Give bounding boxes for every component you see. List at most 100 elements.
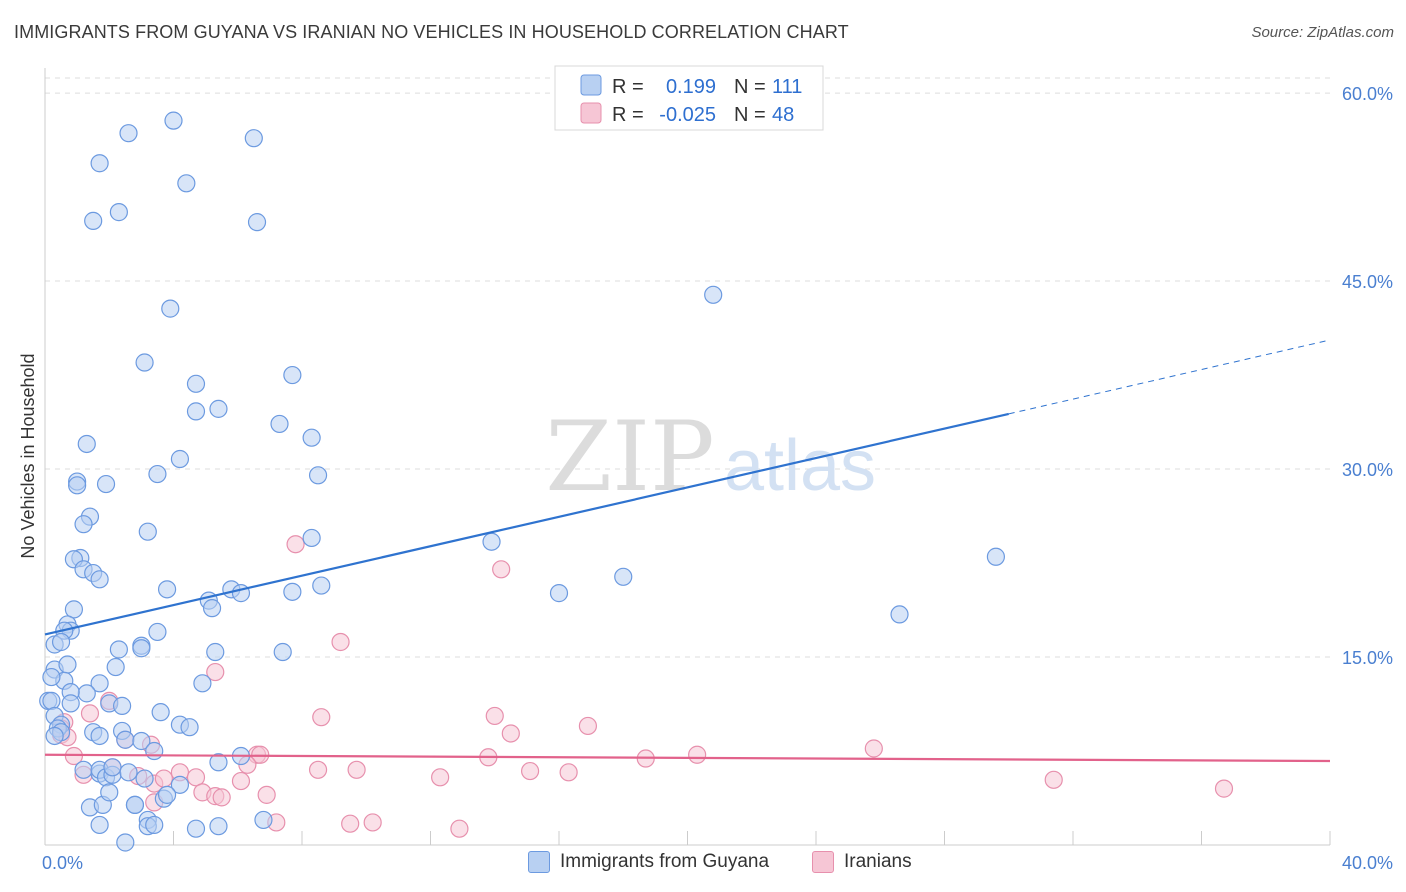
guyana-point — [119, 124, 138, 143]
guyana-point — [138, 522, 157, 541]
iranians-point — [492, 560, 511, 579]
y-tick-label: 45.0% — [1342, 272, 1393, 292]
guyana-point — [180, 718, 199, 737]
legend-label-guyana: Immigrants from Guyana — [560, 851, 770, 872]
legend-swatch-guyana-bottom — [528, 851, 550, 873]
guyana-point — [145, 741, 164, 761]
guyana-point — [186, 402, 206, 421]
chart-title: IMMIGRANTS FROM GUYANA VS IRANIAN NO VEH… — [14, 22, 849, 42]
guyana-point — [244, 129, 263, 148]
guyana-point — [193, 674, 212, 693]
guyana-point — [77, 684, 96, 703]
legend-n-value-iranians: 48 — [772, 104, 794, 126]
guyana-point — [116, 730, 135, 749]
grid-lines — [45, 77, 1330, 658]
legend-n-label-iranians: N = — [734, 104, 766, 126]
guyana-point — [132, 731, 151, 751]
legend-r-label-guyana: R = — [612, 76, 644, 98]
guyana-point — [148, 464, 167, 484]
iranians-trend-line — [44, 753, 1331, 763]
guyana-point — [106, 657, 125, 677]
legend-n-value-guyana: 111 — [772, 76, 802, 98]
guyana-point — [58, 655, 77, 674]
iranians-point — [331, 632, 350, 652]
guyana-point — [77, 434, 96, 454]
guyana-point — [61, 694, 80, 713]
iranians-point — [212, 788, 231, 807]
guyana-point — [209, 399, 228, 418]
iranians-point — [80, 704, 100, 723]
legend-r-value-iranians: -0.025 — [659, 104, 716, 126]
guyana-point — [177, 174, 196, 193]
guyana-point — [90, 570, 109, 589]
guyana-trend-line — [44, 412, 1009, 636]
iranians-point — [559, 763, 578, 782]
guyana-point — [206, 642, 225, 662]
guyana-point — [270, 414, 289, 434]
guyana-point — [74, 515, 93, 534]
iranians-point — [688, 745, 707, 764]
guyana-point — [109, 203, 128, 222]
guyana-point — [45, 726, 64, 746]
guyana-point — [100, 783, 119, 802]
y-tick-label: 15.0% — [1342, 648, 1393, 668]
guyana-point — [151, 703, 170, 722]
iranians-point — [257, 785, 276, 804]
guyana-point — [704, 285, 723, 304]
iranians-point — [501, 724, 520, 743]
watermark-zip: ZIP — [545, 401, 714, 513]
iranians-point — [431, 768, 450, 787]
source-label: Source: ZipAtlas.com — [1251, 24, 1394, 41]
guyana-point — [145, 815, 164, 835]
tick-labels: 15.0% 30.0% 45.0% 60.0% 0.0% 40.0% — [42, 84, 1393, 873]
trend-lines — [44, 339, 1331, 763]
iranians-point — [186, 768, 206, 787]
iranians-point — [578, 716, 598, 736]
legend-swatch-iranians — [580, 102, 602, 124]
guyana-point — [209, 753, 228, 772]
guyana-point — [614, 567, 633, 586]
guyana-point — [247, 213, 267, 232]
legend-item-iranians: Iranians — [812, 851, 912, 873]
guyana-point — [308, 466, 328, 485]
legend-r-value-guyana: 0.199 — [666, 76, 716, 98]
guyana-point — [482, 532, 501, 551]
guyana-point — [96, 474, 116, 494]
guyana-point — [90, 154, 109, 173]
guyana-point — [549, 584, 569, 603]
guyana-point — [157, 785, 177, 804]
guyana-point — [148, 622, 167, 642]
y-axis-label: No Vehicles in Household — [18, 353, 38, 558]
guyana-point — [186, 374, 206, 393]
guyana-point — [132, 639, 151, 658]
correlation-legend: R = 0.199 N = 111 R = -0.025 N = 48 — [554, 65, 824, 131]
guyana-point — [103, 758, 122, 777]
guyana-point — [186, 819, 206, 838]
iranians-point — [206, 662, 225, 682]
iranians-point — [1044, 770, 1063, 789]
legend-r-label-iranians: R = — [612, 104, 644, 126]
legend-swatch-guyana — [580, 74, 602, 96]
guyana-point — [273, 642, 292, 662]
guyana-point — [64, 600, 84, 619]
iranians-point — [520, 761, 540, 781]
guyana-point — [302, 528, 321, 548]
legend-swatch-iranians-bottom — [812, 851, 834, 873]
guyana-point — [42, 691, 61, 710]
guyana-point — [209, 817, 228, 836]
x-tick-label: 0.0% — [42, 853, 83, 873]
guyana-trend-extension — [1008, 339, 1331, 415]
guyana-point — [74, 760, 93, 779]
y-tick-label: 60.0% — [1342, 84, 1393, 104]
guyana-point — [135, 353, 154, 372]
guyana-point — [302, 428, 321, 447]
iranians-point — [864, 739, 883, 758]
x-tick-label: 40.0% — [1342, 853, 1393, 873]
iranians-point — [154, 769, 173, 788]
iranians-point — [308, 760, 328, 779]
guyana-point — [170, 775, 190, 794]
guyana-point — [135, 769, 154, 788]
guyana-point — [116, 833, 135, 852]
iranians-point — [363, 813, 382, 832]
guyana-point — [312, 576, 331, 595]
